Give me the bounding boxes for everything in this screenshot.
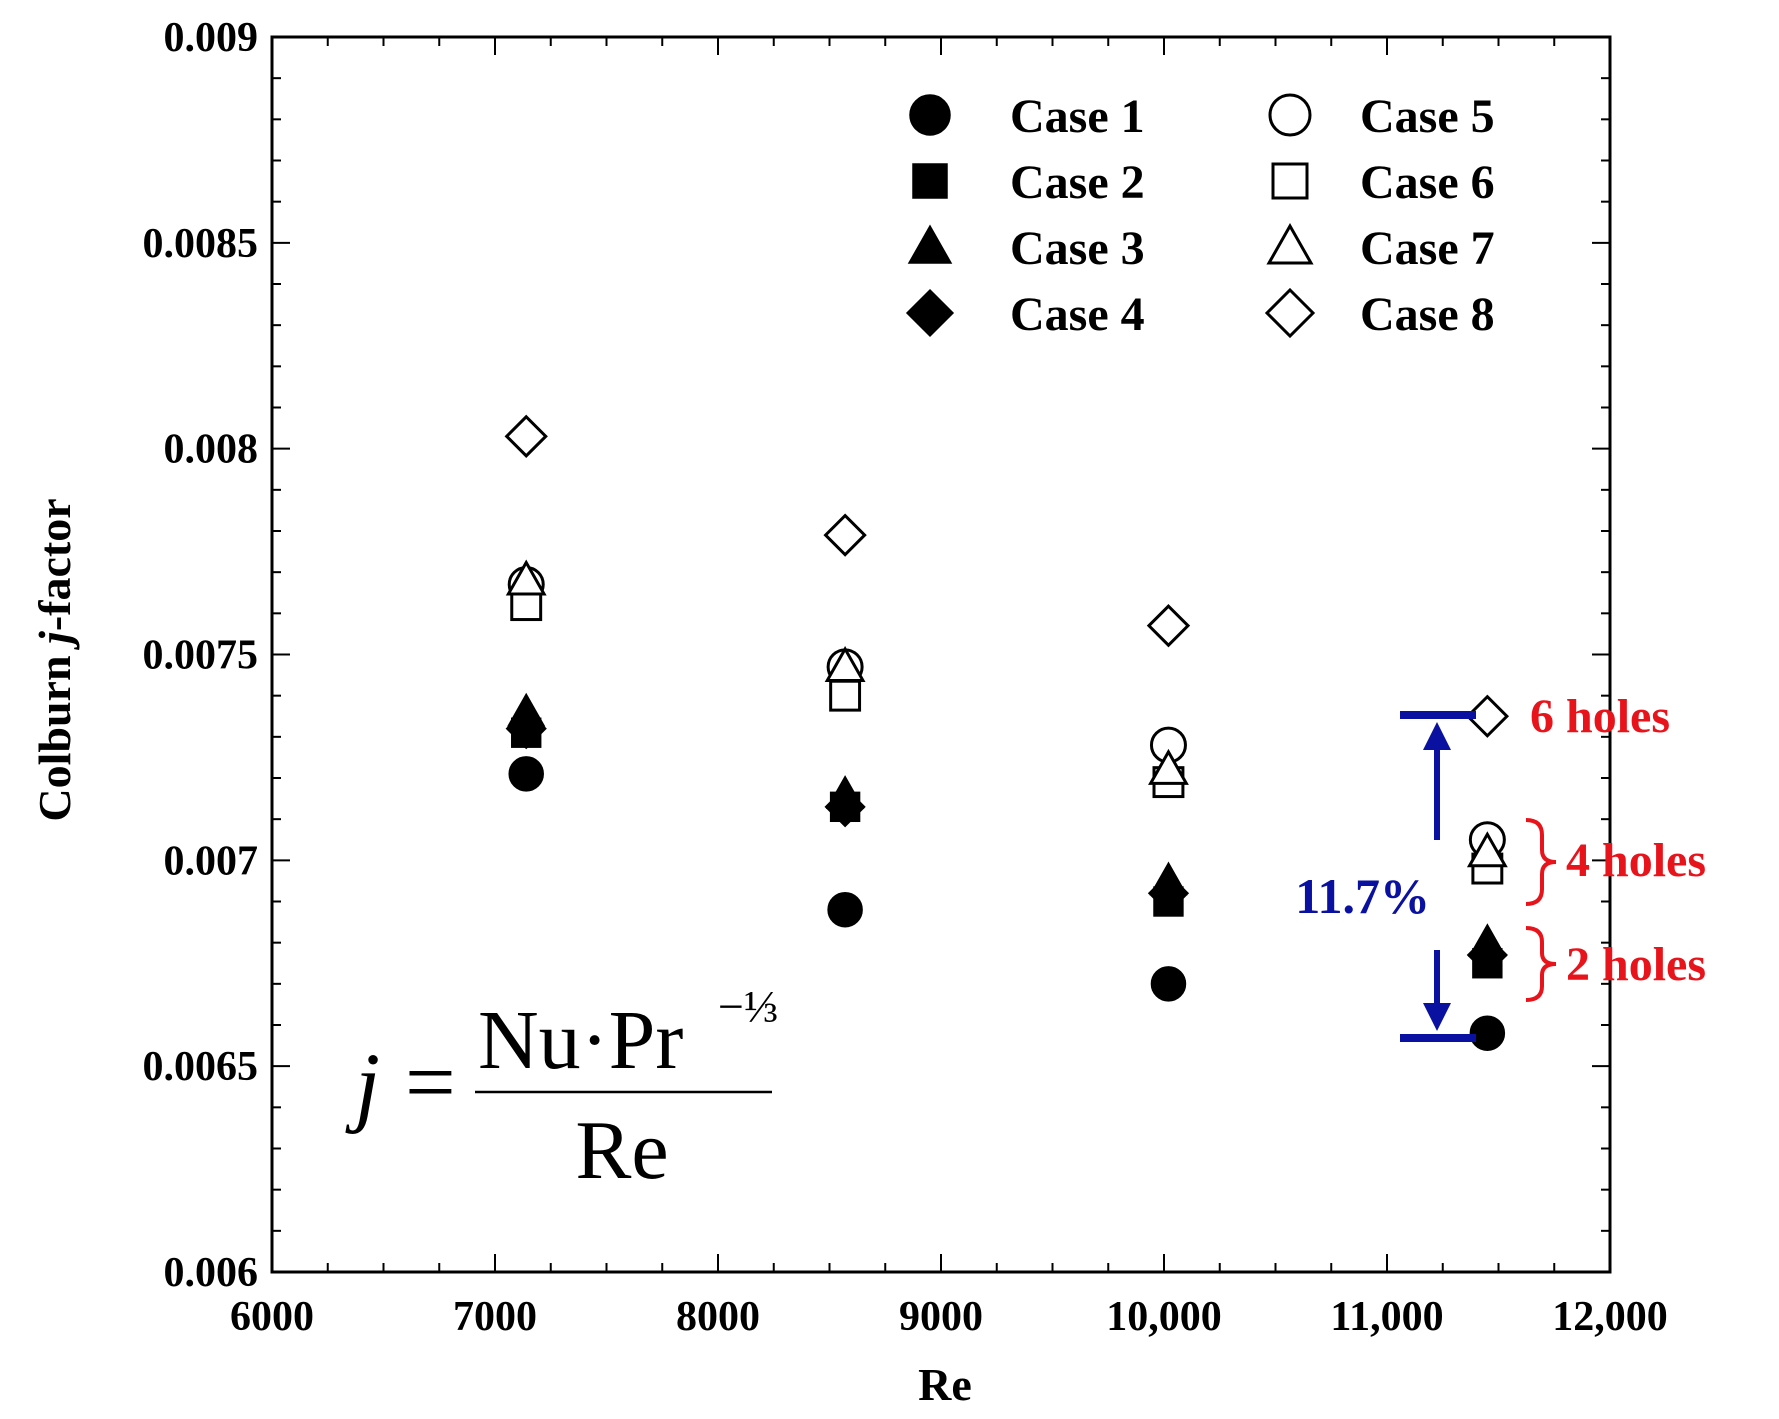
four-holes-label: 4 holes <box>1566 834 1706 887</box>
y-tick-label: 0.007 <box>164 838 259 884</box>
x-tick-label: 6000 <box>230 1294 314 1340</box>
y-tick-label: 0.0085 <box>143 221 259 267</box>
down-arrow-head <box>1423 1003 1451 1031</box>
percent-annotation: 11.7% <box>1295 711 1476 1042</box>
formula-numerator: Nu·Pr <box>478 994 683 1087</box>
legend-marker-case-4 <box>905 288 955 338</box>
y-tick-label: 0.008 <box>164 427 259 473</box>
x-tick-label: 11,000 <box>1330 1294 1443 1340</box>
x-tick-label: 8000 <box>676 1294 760 1340</box>
legend-label-case-2: Case 2 <box>1010 156 1145 209</box>
axis-ticks <box>271 36 1611 1273</box>
legend-marker-case-1 <box>909 94 951 136</box>
six-holes-label: 6 holes <box>1530 690 1670 743</box>
data-point-case-7 <box>1466 831 1508 868</box>
legend-label-case-1: Case 1 <box>1010 90 1145 143</box>
legend-label-case-4: Case 4 <box>1010 288 1145 341</box>
y-tick-label: 0.009 <box>164 15 259 61</box>
data-point-case-4 <box>505 707 547 750</box>
data-point-case-8 <box>1465 694 1510 738</box>
x-tick-label: 10,000 <box>1106 1294 1222 1340</box>
formula-denominator: Re <box>575 1104 668 1197</box>
data-point-case-4 <box>1147 872 1190 914</box>
data-point-case-4 <box>1466 934 1508 976</box>
data-point-case-1 <box>508 756 544 792</box>
formula-annotation: j = Nu·Pr −⅓ Re <box>345 981 778 1197</box>
formula-lhs: j <box>345 1036 380 1135</box>
two-holes-brace <box>1525 926 1557 1002</box>
x-tick-label: 9000 <box>899 1294 983 1340</box>
legend: Case 1 Case 2 Case 3 Case 4 Case 5 Case 6 Case… <box>905 90 1495 341</box>
up-arrow-head <box>1423 722 1451 750</box>
legend-label-case-6: Case 6 <box>1360 156 1495 209</box>
y-tick-label: 0.0075 <box>143 633 259 679</box>
y-axis-title: Colburn j-factor <box>29 498 80 821</box>
data-point-case-8 <box>1146 604 1191 648</box>
formula-equals: = <box>405 1033 456 1132</box>
four-holes-brace <box>1525 818 1557 906</box>
x-tick-label: 7000 <box>453 1294 537 1340</box>
axis-tick-labels: 6000 7000 8000 9000 10,000 11,000 12,000 0.006 0… <box>143 15 1668 1340</box>
two-holes-label: 2 holes <box>1566 938 1706 991</box>
legend-marker-case-5 <box>1268 93 1312 137</box>
data-point-case-8 <box>504 414 548 458</box>
x-axis-title: Re <box>918 1359 972 1410</box>
legend-marker-case-3 <box>907 224 953 264</box>
x-tick-label: 12,000 <box>1552 1294 1668 1340</box>
legend-label-case-7: Case 7 <box>1360 222 1495 275</box>
legend-marker-case-2 <box>912 163 948 199</box>
data-point-case-4 <box>824 786 866 828</box>
data-point-case-1 <box>827 891 863 928</box>
legend-label-case-8: Case 8 <box>1360 288 1495 341</box>
y-tick-label: 0.0065 <box>143 1044 259 1090</box>
legend-marker-case-6 <box>1271 162 1309 200</box>
legend-marker-case-8 <box>1264 287 1316 339</box>
data-point-case-6 <box>829 679 862 712</box>
y-axis-title-post: -factor <box>29 498 80 631</box>
percent-label: 11.7% <box>1295 868 1430 924</box>
data-point-case-7 <box>824 645 866 682</box>
data-points <box>504 414 1510 1051</box>
data-point-case-1 <box>1150 966 1187 1002</box>
data-point-case-7 <box>1148 748 1189 785</box>
legend-label-case-5: Case 5 <box>1360 90 1495 143</box>
y-tick-label: 0.006 <box>164 1250 259 1296</box>
data-point-case-8 <box>823 513 867 557</box>
legend-label-case-3: Case 3 <box>1010 222 1145 275</box>
legend-marker-case-7 <box>1266 222 1314 265</box>
y-axis-title-pre: Colburn <box>29 644 80 822</box>
data-point-case-1 <box>1469 1015 1506 1051</box>
holes-annotations: 6 holes 4 holes 2 holes <box>1525 690 1706 1002</box>
formula-exponent: −⅓ <box>718 981 778 1032</box>
data-point-case-7 <box>505 559 547 596</box>
